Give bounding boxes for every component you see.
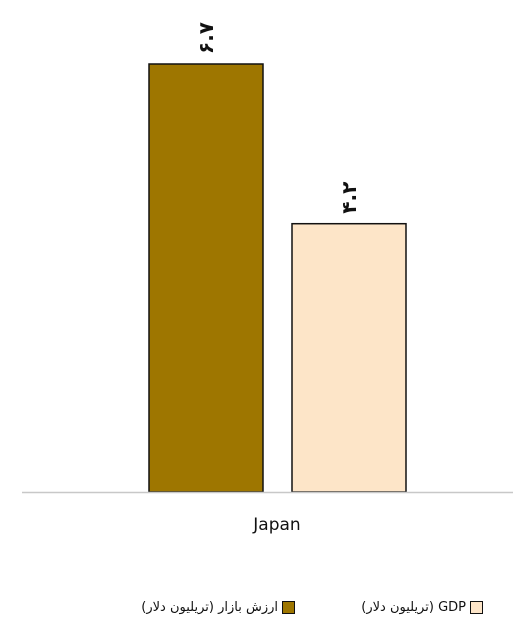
legend-label-market-value: ارزش بازار (تریلیون دلار): [141, 599, 278, 615]
value-label-gdp: ۴.۲: [337, 182, 361, 214]
legend-item-gdp: GDP (تریلیون دلار): [361, 598, 483, 616]
legend-item-market-value: ارزش بازار (تریلیون دلار): [141, 598, 295, 616]
legend-swatch-gdp: [470, 600, 483, 614]
bar-market-value: [148, 63, 264, 493]
category-label: Japan: [252, 515, 300, 535]
bars-group: [148, 63, 407, 493]
legend-swatch-market-value: [282, 600, 295, 614]
bar-gdp: [291, 222, 407, 493]
value-label-market-value: ۶.۷: [194, 22, 218, 54]
legend-label-gdp: GDP (تریلیون دلار): [361, 599, 466, 615]
value-labels-group: ۶.۷ ۴.۲: [194, 22, 361, 214]
